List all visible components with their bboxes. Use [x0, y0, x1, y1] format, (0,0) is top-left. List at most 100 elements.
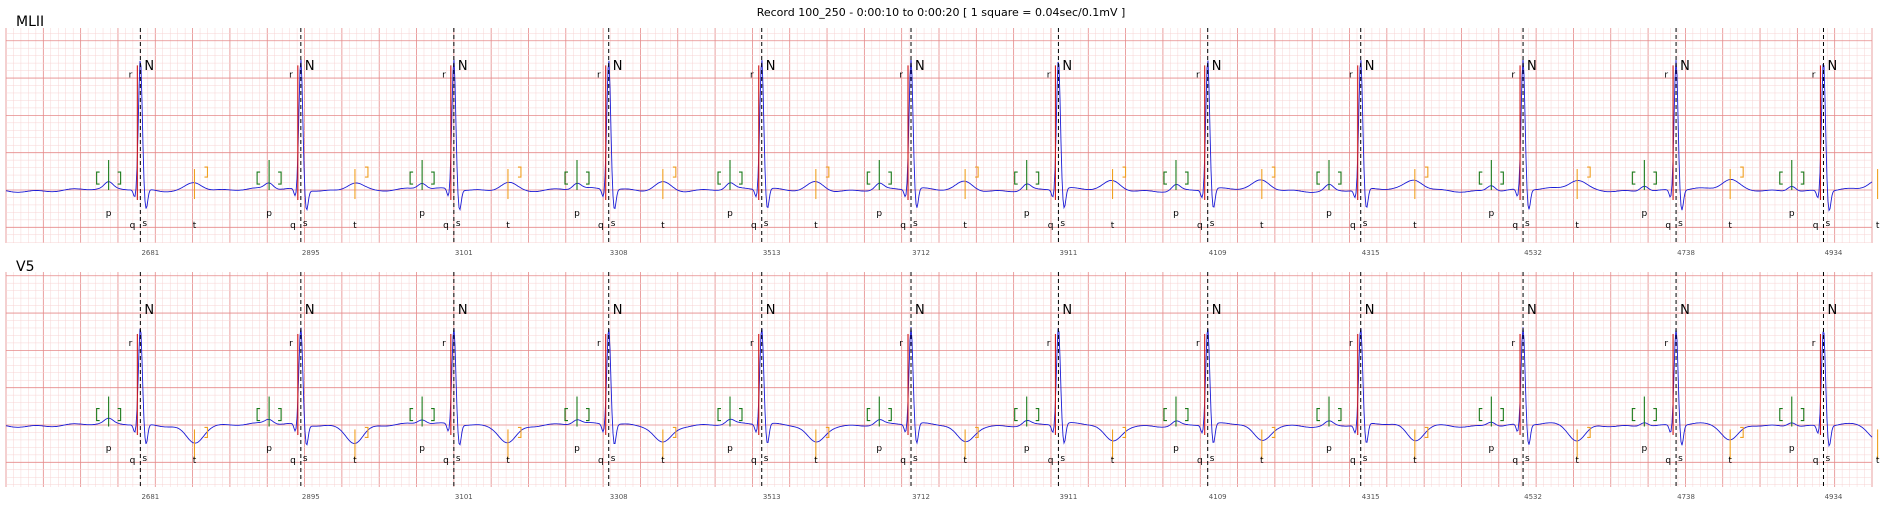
t-wave-label: t	[963, 456, 967, 466]
beat-label: N	[1062, 303, 1072, 318]
t-wave-offset-bracket	[1587, 426, 1591, 438]
r-wave-label: r	[129, 339, 133, 349]
p-wave-label: p	[1326, 209, 1332, 219]
signal-trace-mlii	[5, 58, 1873, 212]
p-wave-label: p	[106, 444, 112, 454]
beat-annotation: Nr q s p t 3308	[564, 272, 677, 501]
p-wave-onset-bracket	[256, 171, 261, 185]
p-wave-offset-bracket	[1337, 171, 1342, 185]
beat-annotation: Nr q s p t 3513	[717, 272, 830, 501]
beat-annotation: Nr q s p t 2895	[256, 28, 369, 257]
p-wave-onset-bracket	[1163, 407, 1167, 422]
r-wave-label: r	[597, 70, 601, 80]
t-wave-label: t	[661, 456, 665, 466]
t-wave-label: t	[1413, 221, 1417, 231]
s-wave-label: s	[764, 454, 769, 464]
r-wave-label: r	[442, 339, 446, 349]
beat-annotation: Nr q s p t 3308	[564, 28, 677, 257]
s-wave-label: s	[1060, 454, 1065, 464]
t-wave-offset-bracket	[364, 426, 369, 438]
p-wave-label: p	[1024, 209, 1030, 219]
p-wave-onset-bracket	[96, 171, 100, 185]
p-wave-offset-bracket	[585, 407, 590, 422]
p-wave-offset-bracket	[1500, 407, 1504, 422]
beat-label: N	[1365, 59, 1375, 74]
q-wave-label: q	[1813, 221, 1819, 231]
t-wave-offset-bracket	[517, 166, 522, 178]
s-wave-label: s	[611, 454, 616, 464]
p-wave-onset-bracket	[717, 171, 722, 185]
t-wave-label: t	[1728, 221, 1732, 231]
t-wave-offset-bracket	[1740, 166, 1744, 178]
t-wave-offset-bracket	[672, 426, 677, 438]
t-wave-label: t	[1111, 456, 1115, 466]
r-wave-label: r	[1664, 70, 1668, 80]
beat-annotation: Nr q s p t 4738	[1631, 28, 1744, 257]
beat-annotation: Nr q s p t 2681	[96, 28, 209, 257]
beat-annotation: Nr q s p t 4934	[1779, 28, 1880, 257]
r-wave-label: r	[129, 70, 133, 80]
q-wave-label: q	[1665, 221, 1671, 231]
p-wave-label: p	[876, 209, 882, 219]
beat-annotation: Nr q s p t 4532	[1478, 272, 1591, 501]
q-wave-label: q	[1197, 456, 1203, 466]
sample-index-label: 4738	[1677, 493, 1695, 501]
sample-index-label: 2681	[141, 493, 159, 501]
p-wave-offset-bracket	[431, 407, 435, 422]
beat-label: N	[1680, 59, 1690, 74]
p-wave-label: p	[266, 444, 272, 454]
t-wave-offset-bracket	[1271, 426, 1276, 438]
beat-label: N	[305, 59, 315, 74]
t-wave-label: t	[963, 221, 967, 231]
q-wave-label: q	[1813, 456, 1819, 466]
p-wave-label: p	[266, 209, 272, 219]
beat-label: N	[144, 303, 154, 318]
sample-index-label: 4109	[1209, 249, 1227, 257]
p-wave-label: p	[1173, 444, 1179, 454]
p-wave-onset-bracket	[1316, 171, 1320, 185]
r-wave-label: r	[1664, 339, 1668, 349]
r-wave-label: r	[1047, 70, 1051, 80]
r-wave-label: r	[597, 339, 601, 349]
p-wave-label: p	[727, 209, 733, 219]
p-wave-offset-bracket	[1035, 407, 1040, 422]
r-wave-label: r	[289, 339, 293, 349]
p-wave-onset-bracket	[1779, 171, 1783, 185]
q-wave-label: q	[1350, 456, 1356, 466]
r-wave-label: r	[289, 70, 293, 80]
p-wave-offset-bracket	[1800, 171, 1805, 185]
sample-index-label: 2681	[141, 249, 159, 257]
sample-index-label: 3513	[763, 249, 781, 257]
p-wave-onset-bracket	[564, 407, 568, 422]
p-wave-onset-bracket	[1316, 407, 1320, 422]
p-wave-offset-bracket	[739, 407, 743, 422]
r-wave-label: r	[899, 339, 903, 349]
p-wave-label: p	[1488, 444, 1494, 454]
p-wave-offset-bracket	[888, 171, 892, 185]
p-wave-offset-bracket	[585, 171, 590, 185]
sample-index-label: 3308	[610, 493, 628, 501]
t-wave-offset-bracket	[1424, 166, 1429, 178]
t-wave-offset-bracket	[1271, 166, 1276, 178]
t-wave-offset-bracket	[1122, 166, 1127, 178]
t-wave-label: t	[193, 456, 197, 466]
q-wave-label: q	[130, 456, 136, 466]
p-wave-label: p	[1024, 444, 1030, 454]
s-wave-label: s	[1825, 219, 1830, 229]
q-wave-label: q	[598, 456, 604, 466]
t-wave-offset-bracket	[1424, 426, 1429, 438]
beat-label: N	[915, 59, 925, 74]
p-wave-label: p	[1641, 444, 1647, 454]
beat-label: N	[1680, 303, 1690, 318]
sample-index-label: 4109	[1209, 493, 1227, 501]
p-wave-label: p	[727, 444, 733, 454]
beat-label: N	[915, 303, 925, 318]
p-wave-offset-bracket	[431, 171, 435, 185]
sample-index-label: 3513	[763, 493, 781, 501]
r-wave-label: r	[1196, 70, 1200, 80]
sample-index-label: 4532	[1524, 249, 1542, 257]
beat-label: N	[144, 59, 154, 74]
